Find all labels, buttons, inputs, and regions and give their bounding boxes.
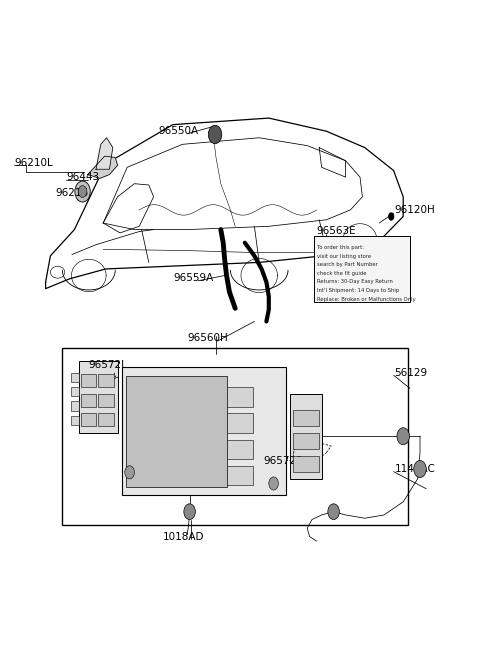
- Bar: [81, 413, 96, 426]
- Bar: [293, 410, 319, 426]
- Text: check the fit guide: check the fit guide: [317, 271, 367, 276]
- Circle shape: [397, 428, 409, 445]
- Text: 96550A: 96550A: [158, 126, 199, 136]
- Text: Int'l Shipment: 14 Days to Ship: Int'l Shipment: 14 Days to Ship: [317, 288, 399, 293]
- Text: 96563E: 96563E: [317, 226, 357, 236]
- Circle shape: [328, 504, 339, 520]
- Bar: [98, 394, 114, 407]
- Text: 1018AD: 1018AD: [163, 531, 204, 542]
- Bar: [126, 376, 228, 487]
- Text: 96120H: 96120H: [395, 205, 435, 215]
- Text: Returns: 30-Day Easy Return: Returns: 30-Day Easy Return: [317, 279, 393, 285]
- Bar: [81, 394, 96, 407]
- Text: 96560H: 96560H: [187, 333, 228, 344]
- Bar: [290, 394, 322, 479]
- Bar: [227, 440, 253, 459]
- Bar: [122, 367, 286, 495]
- Text: 96443: 96443: [66, 172, 99, 182]
- Bar: [81, 374, 96, 387]
- Text: 96572L: 96572L: [89, 359, 128, 370]
- Text: 96141: 96141: [150, 449, 183, 459]
- Bar: [71, 401, 79, 411]
- Bar: [62, 348, 408, 525]
- Polygon shape: [96, 138, 113, 169]
- Circle shape: [125, 466, 134, 479]
- Circle shape: [208, 125, 222, 144]
- Bar: [98, 374, 114, 387]
- Text: To order this part:: To order this part:: [317, 245, 364, 251]
- Text: Replace: Broken or Malfunctions Only: Replace: Broken or Malfunctions Only: [317, 297, 416, 302]
- Bar: [227, 387, 253, 407]
- Circle shape: [184, 504, 195, 520]
- Bar: [314, 236, 410, 302]
- Text: 96572R: 96572R: [263, 455, 303, 466]
- Bar: [71, 373, 79, 382]
- Text: 96163: 96163: [150, 462, 183, 472]
- Circle shape: [78, 186, 87, 197]
- Bar: [71, 387, 79, 396]
- Text: 96210L: 96210L: [14, 157, 53, 168]
- Circle shape: [388, 213, 394, 220]
- Bar: [79, 361, 118, 433]
- Polygon shape: [88, 156, 118, 178]
- Text: 96559A: 96559A: [174, 273, 214, 283]
- Bar: [227, 466, 253, 485]
- Circle shape: [269, 477, 278, 490]
- Bar: [98, 413, 114, 426]
- Bar: [71, 416, 79, 425]
- Bar: [293, 433, 319, 449]
- Text: search by Part Number: search by Part Number: [317, 262, 378, 268]
- Bar: [293, 456, 319, 472]
- Circle shape: [75, 181, 90, 202]
- Circle shape: [414, 461, 426, 478]
- Text: 1141AC: 1141AC: [395, 464, 435, 474]
- Text: visit our listing store: visit our listing store: [317, 254, 372, 259]
- Text: 56129: 56129: [395, 367, 428, 378]
- Bar: [227, 413, 253, 433]
- Text: 96216: 96216: [55, 188, 88, 198]
